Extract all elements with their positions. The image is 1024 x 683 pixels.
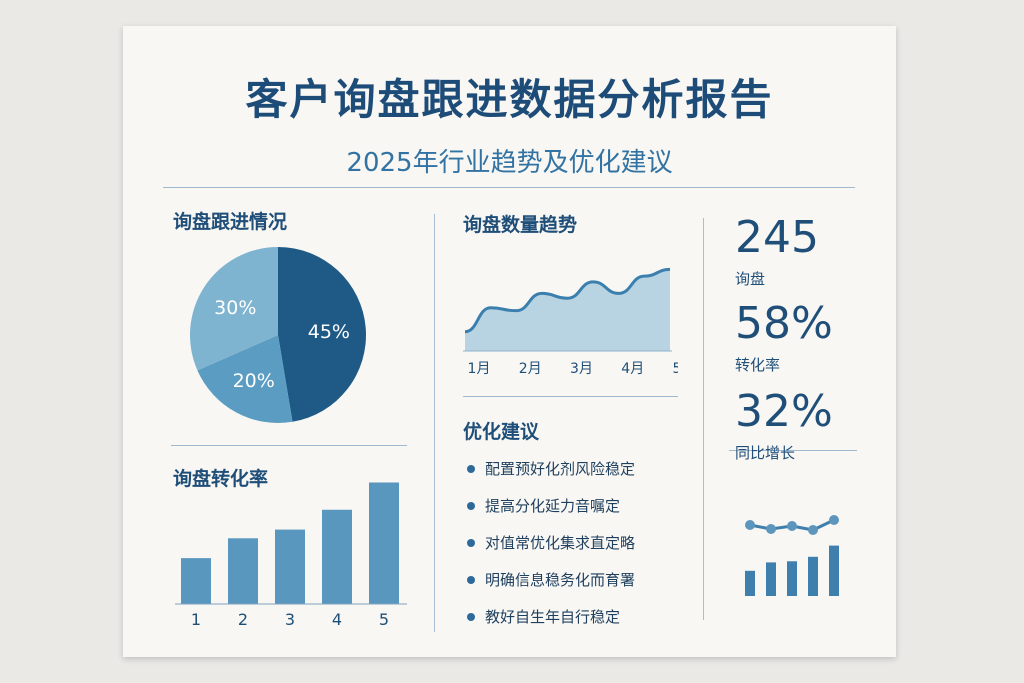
stat-value: 32% (735, 386, 833, 437)
trend-area-fill (465, 269, 670, 351)
pie-slice (278, 247, 366, 422)
followup-section-title: 询盘跟进情况 (173, 211, 288, 233)
recommendation-item: 明确信息稳务化而育署 (467, 561, 635, 598)
stat-label: 询盘 (735, 270, 766, 288)
conversion-section-title: 询盘转化率 (173, 468, 269, 490)
recommendation-item: 配置预好化剂风险稳定 (467, 450, 635, 487)
stat-inquiries: 245 询盘 (735, 216, 819, 289)
mini-bar (745, 570, 755, 596)
stat-yoy-growth: 32% 同比增长 (735, 390, 833, 463)
conversion-bar (228, 538, 258, 604)
mini-bar (808, 556, 818, 596)
mini-bar (787, 561, 797, 596)
recommendation-item: 教好自生年自行稳定 (467, 598, 635, 635)
bullet-icon (467, 501, 475, 510)
left-section-divider (171, 445, 407, 446)
trend-x-tick-label: 1月 (468, 361, 491, 377)
middle-section-divider (463, 396, 678, 397)
pie-slice-label: 20% (233, 370, 275, 392)
recommendation-item: 提高分化延力音嘱定 (467, 487, 635, 524)
mini-trend-point (745, 520, 755, 530)
pie-slice-label: 30% (214, 297, 256, 319)
stat-label: 转化率 (735, 356, 781, 374)
recommendations-list: 配置预好化剂风险稳定 提高分化延力音嘱定 对值常优化集求直定略 明确信息稳务化而… (467, 450, 635, 635)
mini-trend-chart-icon (745, 515, 839, 596)
followup-pie-chart: 45% 20% 30% (190, 247, 366, 423)
conversion-x-tick-label: 3 (285, 610, 295, 629)
stat-value: 58% (735, 298, 833, 349)
conversion-bar-chart: 1 2 3 4 5 (175, 482, 407, 629)
stat-conversion: 58% 转化率 (735, 302, 833, 375)
stat-value: 245 (735, 212, 819, 263)
conversion-x-tick-label: 1 (191, 610, 201, 629)
conversion-bar (181, 558, 211, 604)
conversion-bar (369, 482, 399, 604)
report-card: 客户询盘跟进数据分析报告 2025年行业趋势及优化建议 询盘跟进情况 45% 20… (123, 26, 896, 657)
conversion-x-tick-label: 2 (238, 610, 248, 629)
bullet-icon (467, 464, 475, 473)
bullet-icon (467, 612, 475, 621)
right-column-divider (703, 218, 704, 620)
trend-section-title: 询盘数量趋势 (463, 214, 578, 236)
stats-divider (729, 450, 857, 451)
mini-trend-point (787, 521, 797, 531)
pie-slice (197, 335, 293, 423)
trend-area-chart: 1月 2月 3月 4月 5月 (463, 267, 678, 377)
trend-line (464, 267, 671, 334)
trend-x-tick-label: 2月 (519, 361, 542, 377)
mini-trend-point (829, 515, 839, 525)
left-column-divider (434, 214, 435, 632)
pie-slice-label: 45% (308, 321, 350, 343)
mini-trend-point (766, 524, 776, 534)
conversion-bar (275, 529, 305, 604)
recommendation-item: 对值常优化集求直定略 (467, 524, 635, 561)
conversion-x-tick-label: 4 (332, 610, 342, 629)
page-title: 客户询盘跟进数据分析报告 (245, 75, 774, 124)
trend-x-tick-label: 4月 (621, 361, 644, 377)
conversion-x-tick-label: 5 (379, 610, 389, 629)
bullet-icon (467, 575, 475, 584)
mini-bar (766, 562, 776, 596)
conversion-bar (322, 509, 352, 604)
stat-label: 同比增长 (735, 444, 796, 462)
bullet-icon (467, 538, 475, 547)
trend-x-tick-label: 3月 (570, 361, 593, 377)
pie-slice (190, 247, 278, 371)
page-subtitle: 2025年行业趋势及优化建议 (346, 148, 673, 178)
trend-x-tick-label: 5月 (673, 361, 678, 377)
mini-trend-point (808, 525, 818, 535)
mini-bar (829, 545, 839, 596)
recommendations-section-title: 优化建议 (463, 421, 540, 443)
header-divider (163, 187, 855, 188)
